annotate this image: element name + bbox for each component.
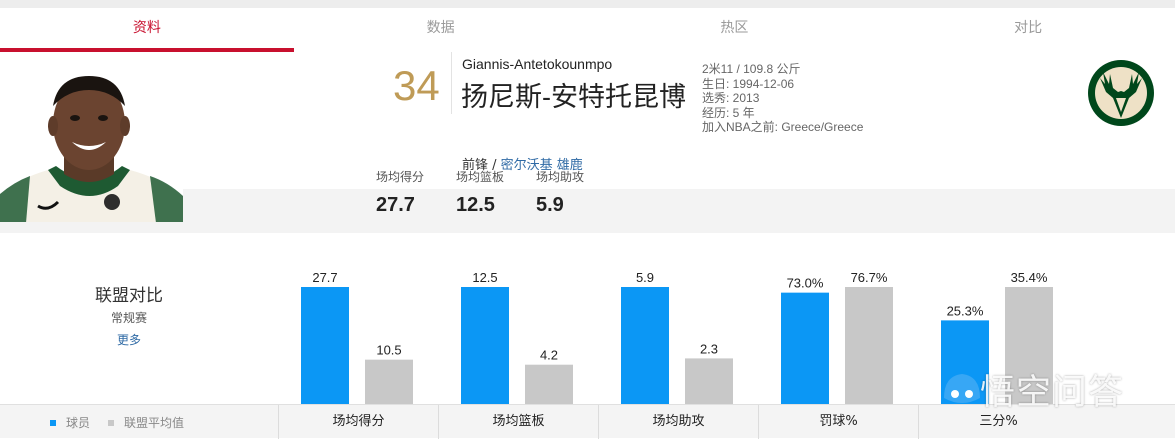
info-draft: 选秀: 2013 <box>702 91 760 105</box>
bar-player <box>781 292 829 404</box>
bar-player <box>941 320 989 404</box>
stat-value-points: 27.7 <box>376 194 415 216</box>
league-title: 联盟对比 <box>95 286 163 306</box>
legend-league: 联盟平均值 <box>108 414 184 431</box>
bar-value-label: 2.3 <box>700 341 718 356</box>
bar-value-label: 76.7% <box>851 270 888 285</box>
category-label: 场均篮板 <box>438 405 598 439</box>
stat-value-assists: 5.9 <box>536 194 564 216</box>
category-label: 三分% <box>918 405 1078 439</box>
bar-value-label: 12.5 <box>472 270 497 285</box>
category-label: 场均助攻 <box>598 405 758 439</box>
stats-values: 27.7 12.5 5.9 <box>376 194 616 217</box>
player-name-cn: 扬尼斯-安特托昆博 <box>461 82 686 112</box>
league-comparison: 联盟对比 常规赛 更多 27.7 10.5 12.5 4.2 5.9 2.3 73.0% 76… <box>0 233 1175 439</box>
bar-league <box>1005 287 1053 404</box>
category-label: 罚球% <box>758 405 918 439</box>
separator: / <box>488 158 501 173</box>
tab-hotzone[interactable]: 热区 <box>720 20 749 36</box>
bar-league <box>845 287 893 404</box>
chart-footer: 球员 联盟平均值 场均得分 场均篮板 场均助攻 罚球% 三分% <box>0 404 1175 439</box>
legend-label-player: 球员 <box>66 416 91 430</box>
category-label: 场均得分 <box>278 405 438 439</box>
bar-value-label: 27.7 <box>312 270 337 285</box>
stats-labels: 场均得分 场均篮板 场均助攻 <box>376 168 616 185</box>
player-name-en: Giannis-Antetokounmpo <box>462 56 613 72</box>
tab-profile[interactable]: 资料 <box>0 8 294 52</box>
position-team: 前锋 / 密尔沃基 雄鹿 <box>462 154 583 173</box>
bar-value-label: 25.3% <box>947 303 984 318</box>
jersey-number: 34 <box>393 62 440 109</box>
stat-label-rebounds: 场均篮板 <box>456 170 505 184</box>
stat-label-assists: 场均助攻 <box>536 170 585 184</box>
player-photo <box>0 66 183 223</box>
legend-label-league: 联盟平均值 <box>124 416 185 430</box>
season-type: 常规赛 <box>110 311 147 325</box>
category-labels: 场均得分 场均篮板 场均助攻 罚球% 三分% <box>278 405 1175 439</box>
bar-value-label: 10.5 <box>376 343 401 358</box>
bar-player <box>301 287 349 404</box>
bar-league <box>685 358 733 404</box>
legend-swatch-player <box>50 419 56 426</box>
legend: 球员 联盟平均值 <box>50 414 202 431</box>
top-strip <box>0 0 1175 8</box>
legend-swatch-league <box>108 419 115 426</box>
stat-label-points: 场均得分 <box>376 170 425 184</box>
comparison-chart: 27.7 10.5 12.5 4.2 5.9 2.3 73.0% 76.7% 25.3% 35.4… <box>301 270 1053 404</box>
info-prior: 加入NBA之前: Greece/Greece <box>702 120 864 134</box>
position-label: 前锋 <box>462 158 489 173</box>
tab-compare[interactable]: 对比 <box>1014 20 1043 36</box>
bar-player <box>621 287 669 404</box>
bar-value-label: 35.4% <box>1011 270 1048 285</box>
bar-value-label: 4.2 <box>540 348 558 363</box>
legend-player: 球员 <box>50 414 90 431</box>
bucks-logo-icon <box>1086 58 1156 128</box>
bar-league <box>365 359 413 404</box>
tab-data[interactable]: 数据 <box>426 20 455 36</box>
info-birthday: 生日: 1994-12-06 <box>702 76 795 91</box>
more-link[interactable]: 更多 <box>116 333 141 347</box>
bar-value-label: 5.9 <box>636 270 654 285</box>
player-profile: 34 Giannis-Antetokounmpo 扬尼斯-安特托昆博 前锋 / … <box>0 52 1175 234</box>
bar-league <box>525 364 573 404</box>
stat-value-rebounds: 12.5 <box>456 194 495 216</box>
player-info: 2米11 / 109.8 公斤 生日: 1994-12-06 选秀: 2013 … <box>702 62 863 135</box>
info-height-weight: 2米11 / 109.8 公斤 <box>702 62 801 76</box>
stats-band <box>183 189 1175 223</box>
team-link[interactable]: 密尔沃基 雄鹿 <box>500 158 583 173</box>
tab-bar: 资料 数据 热区 对比 <box>0 8 1175 52</box>
bar-player <box>461 287 509 404</box>
info-experience: 经历: 5 年 <box>702 105 755 120</box>
bar-value-label: 73.0% <box>787 276 824 291</box>
section-gap <box>0 222 1175 233</box>
divider <box>451 52 452 114</box>
